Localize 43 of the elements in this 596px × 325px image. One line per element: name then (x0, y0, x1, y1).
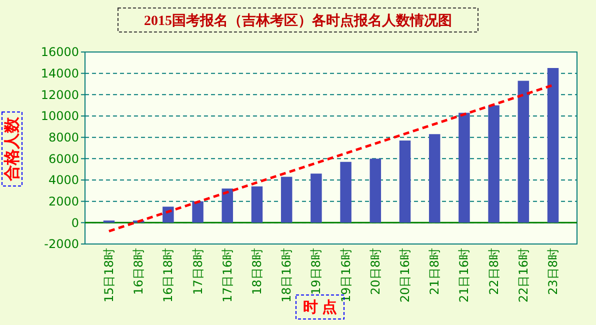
bar (488, 105, 500, 223)
y-tick-label: 16000 (40, 45, 79, 60)
bar (370, 158, 382, 223)
bar (280, 176, 292, 223)
bar (399, 140, 411, 223)
y-tick-label: 10000 (40, 109, 79, 124)
x-tick-label: 22日8时 (486, 248, 501, 295)
y-tick-label: 2000 (48, 194, 79, 209)
x-tick-label: 17日16时 (220, 248, 234, 303)
y-tick-label: -2000 (44, 237, 79, 252)
bar (251, 186, 263, 223)
bar (162, 206, 174, 223)
x-tick-label: 19日16时 (338, 248, 353, 303)
x-axis-title: 时 点 (303, 299, 337, 316)
x-tick-label: 16日18时 (161, 248, 176, 303)
x-tick-label: 16日8时 (132, 248, 146, 295)
x-tick-label: 17日8时 (190, 248, 205, 295)
bar (428, 134, 440, 223)
bar (547, 68, 559, 223)
x-tick-label: 18日8时 (250, 248, 264, 295)
y-tick-label: 12000 (40, 88, 79, 102)
y-tick-label: 8000 (48, 130, 79, 145)
x-tick-label: 20日16时 (398, 248, 412, 303)
bar (222, 188, 234, 223)
bar (192, 201, 204, 223)
y-axis-title: 合格人数 (3, 116, 21, 182)
bar (310, 174, 322, 223)
x-tick-label: 19日8时 (309, 248, 324, 295)
x-tick-label: 18日16时 (280, 248, 294, 303)
y-tick-label: 6000 (48, 152, 79, 166)
y-tick-label: 14000 (40, 66, 79, 81)
chart-title: 2015国考报名（吉林考区）各时点报名人数情况图 (144, 13, 452, 29)
x-tick-label: 23日8时 (546, 248, 560, 295)
x-tick-label: 21日16时 (457, 248, 472, 303)
bar (458, 112, 470, 223)
x-tick-label: 22日16时 (516, 248, 530, 303)
x-tick-label: 20日8时 (368, 248, 382, 295)
bar (340, 162, 352, 223)
x-tick-label: 15日18时 (102, 248, 116, 303)
y-tick-label: 0 (71, 216, 79, 230)
x-tick-label: 21日8时 (428, 248, 442, 295)
y-tick-label: 4000 (48, 173, 79, 188)
bar (518, 80, 530, 223)
